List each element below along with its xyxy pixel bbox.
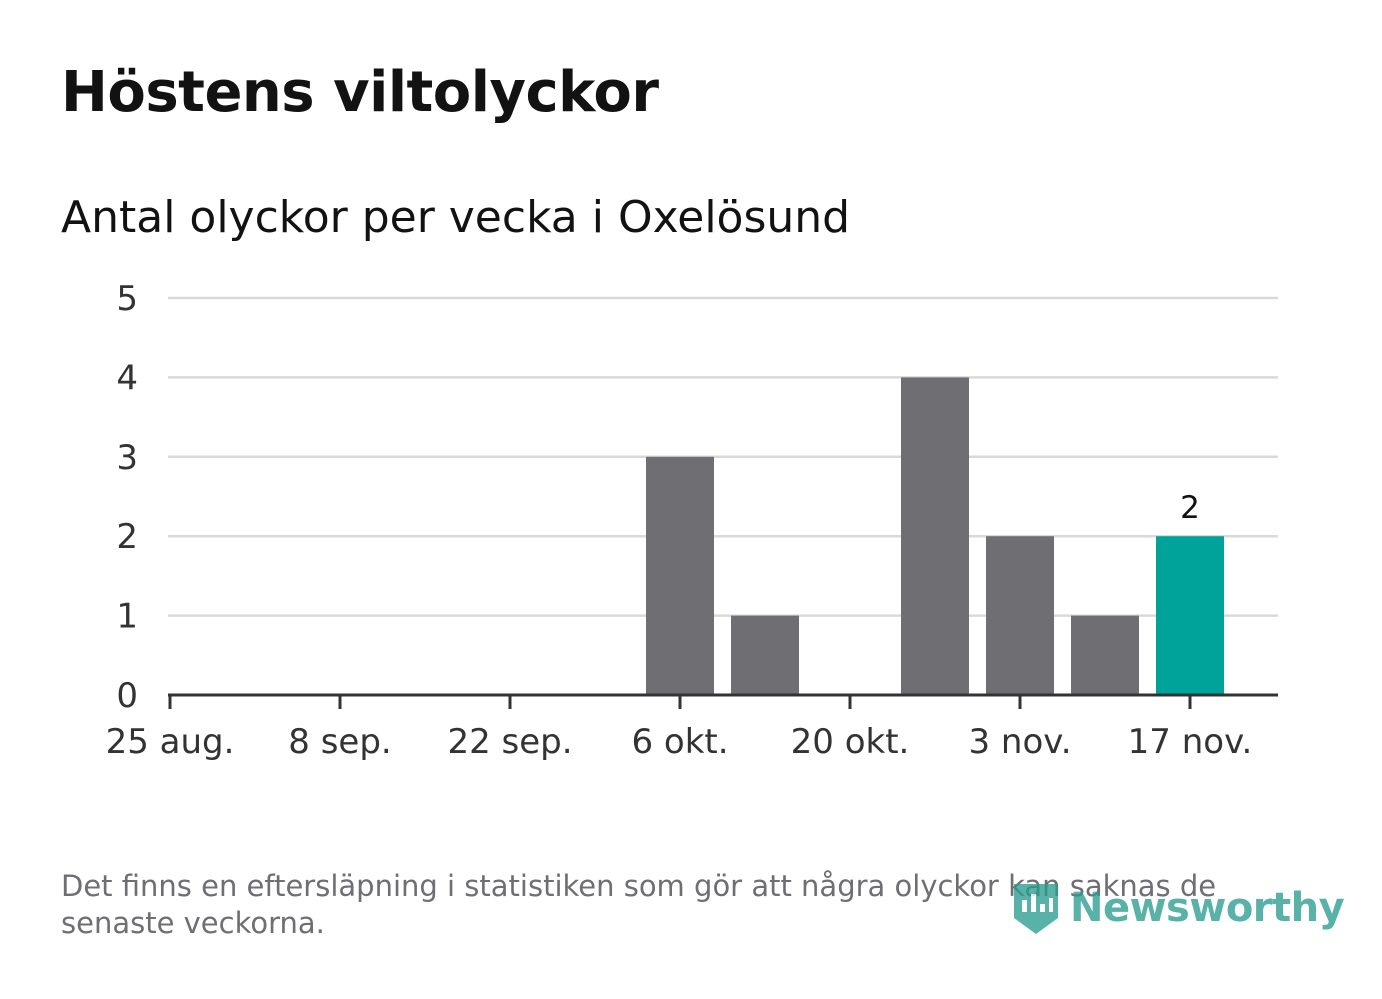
- bar: [731, 615, 799, 695]
- bar: [1156, 536, 1224, 695]
- logo-text: Newsworthy: [1070, 885, 1345, 931]
- y-tick-label: 5: [116, 279, 138, 319]
- bar: [646, 456, 714, 695]
- bar: [986, 536, 1054, 695]
- y-tick-label: 0: [116, 676, 138, 716]
- y-tick-label: 3: [116, 438, 138, 478]
- x-tick-label: 22 sep.: [447, 722, 572, 762]
- chart-title: Höstens viltolyckor: [61, 60, 659, 125]
- x-tick-label: 25 aug.: [106, 722, 235, 762]
- bar: [901, 377, 969, 695]
- y-tick-label: 4: [116, 358, 138, 398]
- x-tick-label: 20 okt.: [791, 722, 910, 762]
- y-tick-label: 2: [116, 517, 138, 557]
- bar: [1071, 615, 1139, 695]
- chart-subtitle: Antal olyckor per vecka i Oxelösund: [61, 192, 851, 243]
- x-tick-label: 6 okt.: [631, 722, 728, 762]
- x-tick-label: 8 sep.: [288, 722, 391, 762]
- x-tick-label: 17 nov.: [1128, 722, 1253, 762]
- newsworthy-logo: Newsworthy: [1010, 878, 1345, 938]
- x-tick-label: 3 nov.: [968, 722, 1071, 762]
- data-label: 2: [1180, 490, 1200, 526]
- newsworthy-logo-icon: [1014, 884, 1058, 934]
- y-tick-label: 1: [116, 597, 138, 637]
